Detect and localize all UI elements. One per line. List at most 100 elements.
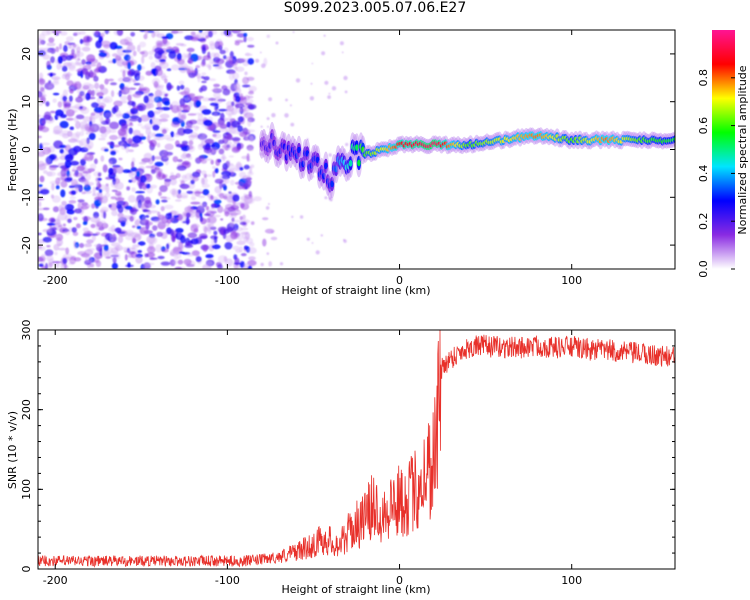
noise-blob: [156, 142, 161, 148]
noise-blob: [213, 96, 224, 104]
noise-blob: [102, 126, 112, 135]
noise-blob: [53, 125, 63, 134]
noise-blob: [242, 76, 250, 85]
noise-blob: [94, 123, 103, 132]
noise-blob: [341, 51, 344, 54]
noise-blob: [203, 119, 213, 127]
noise-blob: [198, 233, 208, 240]
noise-blob: [86, 54, 96, 63]
noise-blob: [209, 42, 216, 50]
noise-blob: [98, 220, 107, 226]
noise-blob: [217, 264, 223, 269]
noise-blob: [110, 181, 119, 188]
carrier-core: [334, 165, 339, 173]
noise-blob: [129, 215, 134, 222]
noise-blob: [149, 94, 159, 103]
noise-blob: [202, 55, 212, 61]
noise-blob: [61, 74, 67, 80]
noise-blob: [224, 210, 230, 217]
noise-blob: [164, 93, 168, 97]
noise-blob: [145, 183, 151, 189]
spectrogram-y-ticks: -20 -10 0 10 20: [20, 47, 675, 254]
noise-blob: [228, 191, 232, 195]
noise-blob: [344, 90, 348, 94]
noise-blob: [69, 160, 80, 166]
noise-blob: [144, 209, 151, 213]
noise-blob: [79, 140, 84, 147]
noise-blob: [292, 31, 295, 33]
noise-blob: [217, 41, 224, 48]
noise-blob: [198, 155, 205, 162]
noise-blob: [226, 159, 231, 167]
noise-blob: [190, 36, 200, 42]
noise-blob: [132, 225, 136, 228]
noise-blob: [237, 184, 244, 190]
noise-blob: [226, 121, 231, 128]
noise-blob: [63, 62, 72, 67]
noise-blob: [202, 189, 210, 196]
noise-blob: [136, 171, 141, 177]
noise-blob: [180, 184, 191, 189]
noise-blob: [223, 55, 227, 60]
noise-blob: [147, 110, 155, 118]
noise-blob: [46, 42, 56, 47]
noise-blob: [118, 157, 123, 161]
noise-blob: [104, 192, 111, 198]
noise-blob: [177, 259, 184, 265]
noise-blob: [237, 132, 246, 135]
noise-blob: [70, 190, 77, 196]
noise-blob: [72, 165, 78, 173]
noise-blob: [103, 211, 107, 219]
noise-blob: [219, 49, 226, 55]
noise-blob: [53, 243, 60, 251]
y-tick-label: -20: [20, 236, 33, 254]
noise-blob: [117, 235, 124, 244]
noise-blob: [110, 242, 121, 247]
noise-blob: [57, 101, 63, 108]
noise-blob: [179, 251, 185, 254]
noise-blob: [166, 68, 172, 71]
noise-blob: [62, 257, 68, 265]
noise-blob: [73, 216, 78, 221]
noise-blob: [205, 35, 209, 39]
carrier-core: [272, 139, 277, 147]
noise-blob: [200, 218, 207, 225]
noise-blob: [324, 196, 328, 200]
noise-blob: [125, 233, 134, 241]
noise-blob: [117, 136, 121, 140]
noise-blob: [306, 237, 310, 241]
noise-blob: [149, 118, 153, 125]
noise-blob: [139, 133, 144, 137]
noise-blob: [45, 101, 50, 107]
noise-blob: [90, 111, 100, 120]
noise-blob: [261, 132, 266, 137]
noise-blob: [240, 227, 249, 231]
noise-blob: [60, 189, 66, 198]
carrier-core: [282, 143, 287, 150]
noise-blob: [159, 185, 168, 193]
colorbar-gradient: [712, 30, 735, 269]
noise-blob: [82, 116, 92, 122]
noise-blob: [62, 89, 68, 98]
noise-blob: [128, 171, 134, 178]
noise-blob: [230, 179, 235, 186]
noise-blob: [158, 191, 162, 197]
noise-blob: [243, 32, 248, 37]
noise-blob: [205, 260, 213, 265]
noise-blob: [38, 184, 43, 188]
noise-blob: [220, 156, 227, 160]
noise-blob: [56, 63, 62, 70]
noise-blob: [60, 180, 68, 188]
noise-blob: [143, 95, 149, 104]
noise-blob: [201, 183, 210, 188]
carrier-core: [301, 160, 305, 168]
noise-blob: [46, 222, 56, 226]
noise-blob: [150, 169, 156, 174]
noise-blob: [148, 236, 158, 245]
colorbar: 0.0 0.2 0.4 0.6 0.8 Normalized spectral ampl…: [697, 30, 749, 278]
noise-blob: [68, 138, 78, 143]
noise-blob: [181, 112, 187, 119]
noise-blob: [161, 153, 171, 159]
noise-blob: [61, 200, 67, 206]
noise-blob: [127, 138, 133, 145]
